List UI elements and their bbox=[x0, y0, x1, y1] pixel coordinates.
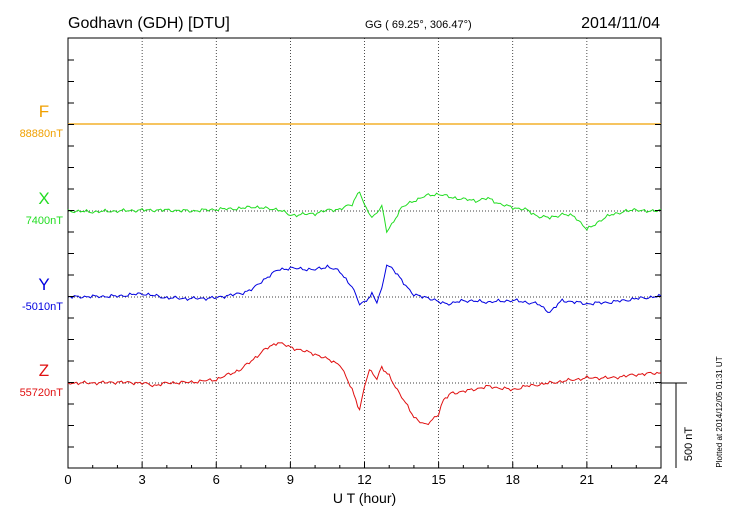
scale-bar-label: 500 nT bbox=[683, 427, 695, 462]
x-tick-label: 21 bbox=[580, 472, 594, 487]
component-letter-z: Z bbox=[39, 361, 49, 380]
trace-y bbox=[67, 264, 662, 313]
plot-frame bbox=[67, 37, 662, 469]
component-labels: F 88880nT X 7400nT Y -5010nT Z 55720nT bbox=[20, 102, 64, 399]
component-baseline-x: 7400nT bbox=[26, 215, 64, 227]
trace-z bbox=[67, 342, 662, 426]
traces bbox=[67, 123, 662, 426]
x-tick-label: 18 bbox=[506, 472, 520, 487]
component-letter-f: F bbox=[39, 102, 49, 121]
x-tick-label: 12 bbox=[357, 472, 371, 487]
plot-date: 2014/11/04 bbox=[581, 15, 660, 32]
scale-bar: 500 nT bbox=[661, 382, 695, 468]
station-title: Godhavn (GDH) [DTU] bbox=[68, 15, 230, 32]
component-letter-y: Y bbox=[38, 275, 49, 294]
component-baseline-y: -5010nT bbox=[22, 301, 63, 313]
x-tick-label: 24 bbox=[654, 472, 668, 487]
x-tick-label: 0 bbox=[64, 472, 71, 487]
x-tick-label: 6 bbox=[213, 472, 220, 487]
plotted-timestamp: Plotted at 2014/12/05 01:31 UT bbox=[715, 356, 724, 467]
grid-lines bbox=[141, 38, 588, 468]
x-tick-label: 9 bbox=[287, 472, 294, 487]
component-letter-x: X bbox=[38, 189, 49, 208]
x-tick-label: 15 bbox=[431, 472, 445, 487]
station-coords: GG ( 69.25°, 306.47°) bbox=[365, 19, 472, 31]
x-axis-label: U T (hour) bbox=[333, 490, 396, 506]
component-baseline-z: 55720nT bbox=[20, 387, 64, 399]
component-baseline-f: 88880nT bbox=[20, 128, 64, 140]
x-ticks: 0 3 6 9 12 15 18 21 24 bbox=[64, 462, 668, 487]
trace-x bbox=[67, 191, 662, 234]
left-ticks bbox=[68, 59, 661, 448]
x-tick-label: 3 bbox=[139, 472, 146, 487]
